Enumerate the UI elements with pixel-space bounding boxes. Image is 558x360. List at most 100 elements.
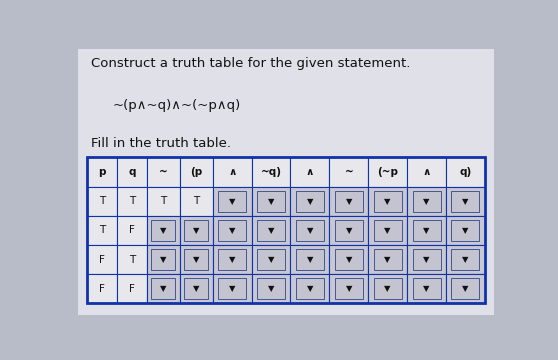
Bar bbox=[374, 220, 402, 241]
Bar bbox=[252, 245, 291, 274]
Text: ∧: ∧ bbox=[228, 167, 237, 177]
Bar bbox=[446, 245, 485, 274]
Text: ∧: ∧ bbox=[422, 167, 431, 177]
Bar bbox=[335, 278, 363, 299]
Bar bbox=[407, 187, 446, 216]
Text: ▼: ▼ bbox=[307, 197, 313, 206]
Bar bbox=[335, 220, 363, 241]
Text: ▼: ▼ bbox=[229, 284, 235, 293]
Bar bbox=[147, 274, 180, 303]
Bar bbox=[335, 191, 363, 212]
Bar bbox=[213, 245, 252, 274]
Bar bbox=[412, 191, 441, 212]
Bar bbox=[257, 249, 285, 270]
Bar bbox=[374, 191, 402, 212]
Text: ▼: ▼ bbox=[345, 255, 352, 264]
Bar bbox=[184, 278, 208, 299]
Bar bbox=[296, 278, 324, 299]
Bar bbox=[147, 216, 180, 245]
Bar bbox=[446, 274, 485, 303]
Bar bbox=[407, 245, 446, 274]
Text: ▼: ▼ bbox=[160, 226, 167, 235]
Text: ~(p∧~q)∧~(~p∧q): ~(p∧~q)∧~(~p∧q) bbox=[113, 99, 241, 112]
Text: q: q bbox=[128, 167, 136, 177]
Text: ▼: ▼ bbox=[462, 226, 469, 235]
Bar bbox=[291, 245, 329, 274]
Bar bbox=[368, 187, 407, 216]
Bar bbox=[117, 187, 147, 216]
Text: F: F bbox=[129, 284, 135, 294]
Bar bbox=[180, 187, 213, 216]
Bar bbox=[87, 274, 117, 303]
Bar bbox=[257, 278, 285, 299]
Bar bbox=[451, 278, 479, 299]
Bar bbox=[218, 278, 246, 299]
Text: ▼: ▼ bbox=[307, 284, 313, 293]
Bar bbox=[184, 249, 208, 270]
Bar bbox=[151, 220, 175, 241]
Bar bbox=[252, 157, 291, 187]
Text: ▼: ▼ bbox=[424, 255, 430, 264]
Text: ▼: ▼ bbox=[384, 255, 391, 264]
Text: ▼: ▼ bbox=[268, 255, 275, 264]
Text: ▼: ▼ bbox=[229, 255, 235, 264]
Text: ▼: ▼ bbox=[424, 284, 430, 293]
Bar bbox=[252, 216, 291, 245]
Text: ▼: ▼ bbox=[268, 284, 275, 293]
Bar bbox=[446, 187, 485, 216]
Bar bbox=[407, 157, 446, 187]
Text: ▼: ▼ bbox=[160, 255, 167, 264]
Bar bbox=[257, 220, 285, 241]
Bar bbox=[368, 245, 407, 274]
Bar bbox=[180, 274, 213, 303]
Bar bbox=[218, 191, 246, 212]
Bar bbox=[87, 216, 117, 245]
Text: T: T bbox=[160, 196, 166, 206]
Text: ▼: ▼ bbox=[384, 226, 391, 235]
Bar bbox=[87, 187, 117, 216]
Bar bbox=[252, 274, 291, 303]
Bar bbox=[446, 157, 485, 187]
Bar bbox=[329, 157, 368, 187]
Bar bbox=[291, 216, 329, 245]
Text: ▼: ▼ bbox=[345, 284, 352, 293]
Text: q): q) bbox=[459, 167, 472, 177]
Text: T: T bbox=[129, 255, 135, 265]
Text: ▼: ▼ bbox=[268, 226, 275, 235]
Bar bbox=[412, 278, 441, 299]
Text: F: F bbox=[99, 255, 105, 265]
Text: F: F bbox=[99, 284, 105, 294]
Bar bbox=[446, 216, 485, 245]
Bar bbox=[368, 274, 407, 303]
Bar bbox=[407, 216, 446, 245]
Text: ~: ~ bbox=[344, 167, 353, 177]
Text: ▼: ▼ bbox=[462, 284, 469, 293]
Bar bbox=[147, 245, 180, 274]
Bar bbox=[213, 274, 252, 303]
Bar bbox=[87, 157, 485, 303]
Text: Fill in the truth table.: Fill in the truth table. bbox=[92, 138, 232, 150]
Bar bbox=[407, 274, 446, 303]
Bar bbox=[291, 274, 329, 303]
Bar bbox=[180, 157, 213, 187]
Text: T: T bbox=[129, 196, 135, 206]
Bar bbox=[296, 249, 324, 270]
Bar bbox=[329, 216, 368, 245]
Text: (~p: (~p bbox=[377, 167, 398, 177]
Bar bbox=[213, 187, 252, 216]
Bar bbox=[147, 187, 180, 216]
Bar bbox=[180, 216, 213, 245]
Text: ▼: ▼ bbox=[462, 197, 469, 206]
Bar bbox=[291, 157, 329, 187]
Text: ▼: ▼ bbox=[345, 226, 352, 235]
Text: ▼: ▼ bbox=[307, 255, 313, 264]
Text: ▼: ▼ bbox=[268, 197, 275, 206]
Bar bbox=[451, 220, 479, 241]
Bar bbox=[368, 216, 407, 245]
Text: ▼: ▼ bbox=[345, 197, 352, 206]
Text: (p: (p bbox=[190, 167, 203, 177]
Text: ~: ~ bbox=[159, 167, 168, 177]
Text: ▼: ▼ bbox=[307, 226, 313, 235]
Text: ∧: ∧ bbox=[306, 167, 314, 177]
Text: ▼: ▼ bbox=[160, 284, 167, 293]
